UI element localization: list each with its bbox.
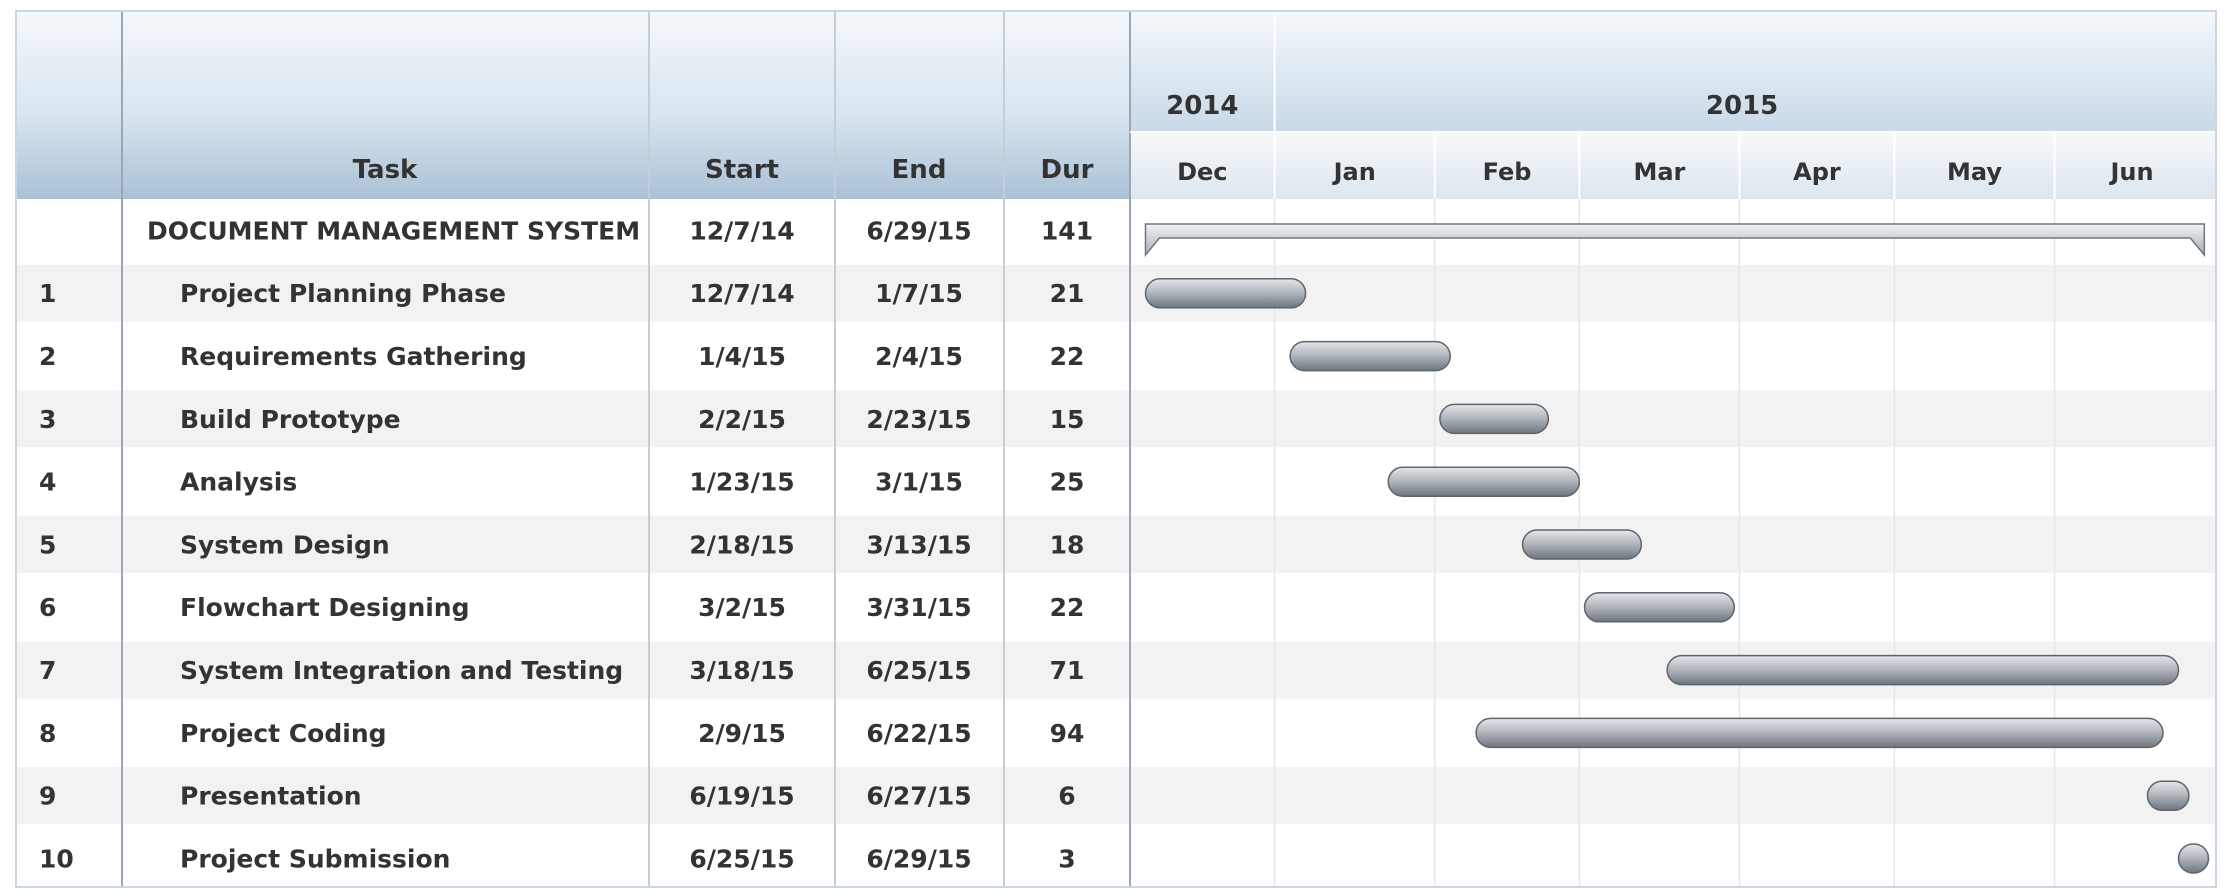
task-number: 10	[39, 844, 74, 873]
task-name: Project Planning Phase	[180, 279, 506, 308]
task-bar	[1144, 278, 1307, 309]
row-band	[17, 264, 2215, 322]
task-duration: 22	[1050, 593, 1085, 622]
task-duration: 21	[1050, 279, 1085, 308]
timeline-header: Dec Jan Feb Mar Apr May Jun 2014 2015	[1166, 12, 2154, 199]
task-number: 6	[39, 593, 56, 622]
gantt-chart-frame: Task Start End Dur Dec Jan Feb Mar Apr May Jun…	[15, 10, 2217, 888]
task-end: 6/22/15	[866, 719, 971, 748]
task-end: 2/23/15	[866, 405, 971, 434]
task-bar	[2146, 780, 2190, 811]
month-label: Dec	[1177, 158, 1227, 186]
task-number: 3	[39, 405, 56, 434]
task-start: 6/19/15	[689, 782, 794, 811]
task-bar	[1289, 340, 1451, 372]
task-name: Flowchart Designing	[180, 593, 470, 622]
column-header-dur: Dur	[1041, 155, 1094, 185]
month-gridlines	[1273, 132, 2056, 886]
task-name: Project Submission	[180, 844, 450, 873]
task-bar	[2177, 843, 2210, 874]
task-duration: 15	[1050, 405, 1085, 434]
task-name: System Design	[180, 530, 390, 559]
task-number: 1	[39, 279, 56, 308]
task-end: 3/31/15	[866, 593, 971, 622]
column-header-task: Task	[353, 155, 418, 185]
task-start: 2/2/15	[698, 405, 786, 434]
project-title: DOCUMENT MANAGEMENT SYSTEM	[147, 216, 640, 245]
task-start: 2/18/15	[689, 530, 794, 559]
task-start: 1/23/15	[689, 468, 794, 497]
task-name: Requirements Gathering	[180, 342, 527, 371]
task-duration: 3	[1058, 844, 1075, 873]
task-bar	[1387, 466, 1581, 497]
task-bar	[1666, 654, 2180, 686]
month-label: Jan	[1332, 158, 1376, 186]
task-name: Build Prototype	[180, 405, 401, 434]
task-start: 3/2/15	[698, 593, 786, 622]
task-number: 5	[39, 530, 56, 559]
task-start: 12/7/14	[689, 216, 794, 245]
task-duration: 71	[1050, 656, 1085, 685]
task-duration: 94	[1050, 719, 1085, 748]
month-label: May	[1947, 158, 2002, 186]
row-band	[17, 516, 2215, 573]
task-end: 3/1/15	[875, 468, 963, 497]
task-end: 6/29/15	[866, 216, 971, 245]
row-bands	[17, 264, 2215, 824]
task-bar	[1583, 592, 1736, 623]
table-header-background	[17, 12, 1130, 199]
task-end: 6/29/15	[866, 844, 971, 873]
task-duration: 22	[1050, 342, 1085, 371]
task-start: 3/18/15	[689, 656, 794, 685]
task-duration: 141	[1041, 216, 1093, 245]
column-header-start: Start	[705, 155, 779, 185]
task-number: 2	[39, 342, 56, 371]
gantt-chart: Task Start End Dur Dec Jan Feb Mar Apr May Jun…	[17, 12, 2215, 886]
task-bar	[1521, 529, 1643, 560]
task-start: 6/25/15	[689, 844, 794, 873]
task-name: Project Coding	[180, 719, 387, 748]
summary-bar	[1144, 223, 2206, 258]
month-label: Apr	[1793, 158, 1841, 186]
task-end: 2/4/15	[875, 342, 963, 371]
task-end: 3/13/15	[866, 530, 971, 559]
task-number: 4	[39, 468, 56, 497]
task-start: 2/9/15	[698, 719, 786, 748]
year-label: 2015	[1706, 91, 1778, 121]
task-number: 9	[39, 782, 56, 811]
task-bar	[1439, 403, 1550, 435]
month-label: Feb	[1483, 158, 1532, 186]
task-name: Presentation	[180, 782, 362, 811]
task-bars	[1144, 223, 2210, 874]
task-start: 1/4/15	[698, 342, 786, 371]
column-header-end: End	[892, 155, 947, 185]
task-number: 8	[39, 719, 56, 748]
task-end: 6/25/15	[866, 656, 971, 685]
task-end: 6/27/15	[866, 782, 971, 811]
row-band	[17, 767, 2215, 824]
task-duration: 18	[1050, 530, 1085, 559]
task-end: 1/7/15	[875, 279, 963, 308]
task-name: System Integration and Testing	[180, 656, 623, 685]
task-start: 12/7/14	[689, 279, 794, 308]
task-number: 7	[39, 656, 56, 685]
year-label: 2014	[1166, 91, 1238, 121]
task-rows: DOCUMENT MANAGEMENT SYSTEM 12/7/14 6/29/15…	[39, 216, 1093, 873]
month-header-background	[1130, 132, 2215, 199]
month-label: Jun	[2108, 158, 2153, 186]
task-bar	[1475, 717, 2164, 749]
year-header-background	[1130, 12, 2215, 132]
task-duration: 25	[1050, 468, 1085, 497]
month-label: Mar	[1633, 158, 1685, 186]
task-duration: 6	[1058, 782, 1075, 811]
task-name: Analysis	[180, 468, 297, 497]
row-band	[17, 390, 2215, 448]
